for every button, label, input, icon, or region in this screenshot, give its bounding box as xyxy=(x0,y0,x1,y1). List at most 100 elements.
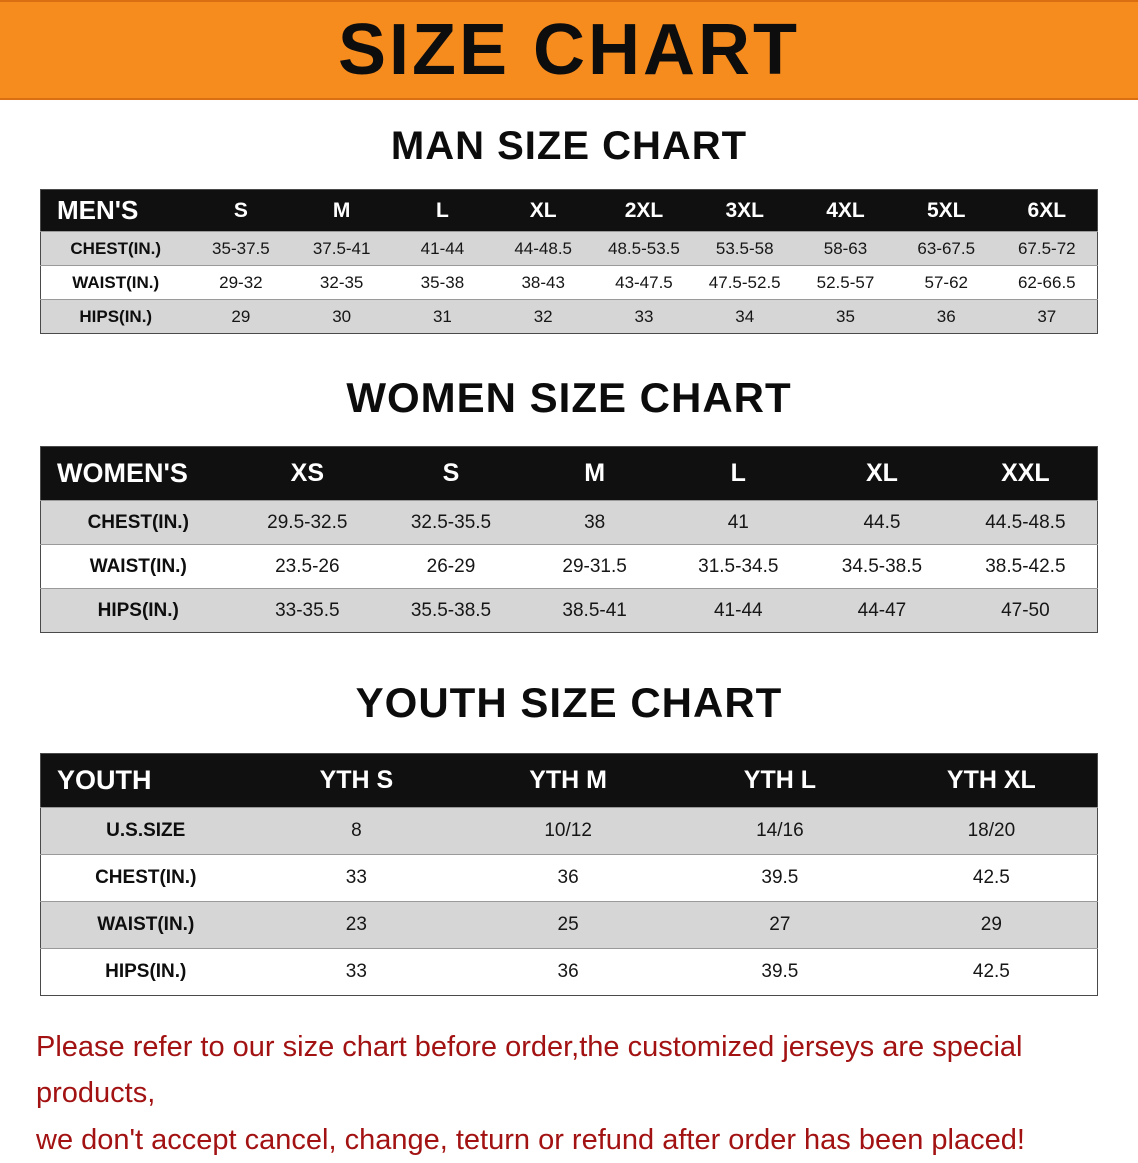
size-value: 39.5 xyxy=(761,961,799,982)
men-section: MAN SIZE CHART MEN'S S M L XL 2XL 3XL 4X… xyxy=(0,124,1138,334)
size-value: 62-66.5 xyxy=(1017,272,1076,292)
size-header: 6XL xyxy=(1027,198,1067,222)
size-value: 38 xyxy=(584,511,606,533)
size-header: YTH XL xyxy=(946,766,1036,794)
women-header-row: WOMEN'S XS S M L XL XXL xyxy=(40,446,1098,501)
men-hips-row: HIPS(IN.) 29 30 31 32 33 34 35 36 37 xyxy=(40,299,1098,334)
size-value: 29.5-32.5 xyxy=(267,511,348,533)
size-value: 38-43 xyxy=(521,272,565,292)
size-value: 41-44 xyxy=(713,599,763,621)
size-value: 35-37.5 xyxy=(212,238,270,258)
size-value: 47-50 xyxy=(1001,599,1050,621)
size-value: 44.5-48.5 xyxy=(985,511,1066,533)
size-value: 52.5-57 xyxy=(816,272,875,292)
size-chart-banner: SIZE CHART xyxy=(0,0,1138,100)
size-value: 57-62 xyxy=(924,272,968,292)
page-title: SIZE CHART xyxy=(338,10,800,90)
women-size-table: WOMEN'S XS S M L XL XXL CHEST(IN.) 29.5-… xyxy=(40,446,1098,633)
size-value: 37.5-41 xyxy=(312,238,371,258)
men-header-row: MEN'S S M L XL 2XL 3XL 4XL 5XL 6XL xyxy=(40,189,1098,232)
youth-section-heading: YOUTH SIZE CHART xyxy=(355,679,783,726)
women-corner-label: WOMEN'S xyxy=(57,458,188,488)
size-value: 10/12 xyxy=(544,820,592,841)
size-value: 41 xyxy=(727,511,749,533)
size-value: 34 xyxy=(735,306,755,326)
row-label: HIPS(IN.) xyxy=(97,599,179,621)
row-label: CHEST(IN.) xyxy=(70,238,162,258)
size-value: 39.5 xyxy=(761,867,799,888)
size-value: 14/16 xyxy=(756,820,804,841)
size-value: 29 xyxy=(980,914,1002,935)
women-chest-row: CHEST(IN.) 29.5-32.5 32.5-35.5 38 41 44.… xyxy=(40,500,1098,545)
size-header: XXL xyxy=(1001,459,1050,487)
row-label: WAIST(IN.) xyxy=(97,914,195,935)
size-header: 5XL xyxy=(926,198,966,222)
size-value: 35 xyxy=(836,306,855,326)
size-value: 36 xyxy=(936,306,956,326)
women-section-heading: WOMEN SIZE CHART xyxy=(346,374,792,421)
size-value: 67.5-72 xyxy=(1017,238,1076,258)
youth-ussize-row: U.S.SIZE 8 10/12 14/16 18/20 xyxy=(40,807,1098,855)
row-label: CHEST(IN.) xyxy=(87,511,189,533)
size-value: 47.5-52.5 xyxy=(708,272,781,292)
size-value: 58-63 xyxy=(823,238,868,258)
size-value: 43-47.5 xyxy=(615,272,673,292)
size-header: YTH M xyxy=(529,766,608,794)
youth-corner-label: YOUTH xyxy=(57,765,152,795)
disclaimer-line-1: Please refer to our size chart before or… xyxy=(36,1031,1023,1110)
youth-size-table: YOUTH YTH S YTH M YTH L YTH XL U.S.SIZE … xyxy=(40,753,1098,996)
size-value: 44-48.5 xyxy=(514,238,573,258)
size-value: 27 xyxy=(769,914,791,935)
size-value: 37 xyxy=(1037,306,1057,326)
size-value: 8 xyxy=(351,820,362,841)
row-label: HIPS(IN.) xyxy=(79,306,153,326)
size-value: 18/20 xyxy=(967,820,1016,841)
size-value: 32 xyxy=(533,306,553,326)
men-chest-row: CHEST(IN.) 35-37.5 37.5-41 41-44 44-48.5… xyxy=(40,231,1098,266)
size-value: 31.5-34.5 xyxy=(698,555,779,577)
youth-header-row: YOUTH YTH S YTH M YTH L YTH XL xyxy=(40,753,1098,808)
size-value: 42.5 xyxy=(972,961,1010,982)
size-value: 42.5 xyxy=(972,867,1010,888)
size-value: 23.5-26 xyxy=(275,555,340,577)
size-value: 48.5-53.5 xyxy=(608,238,680,258)
size-value: 32.5-35.5 xyxy=(410,511,492,533)
row-label: CHEST(IN.) xyxy=(95,867,197,888)
size-value: 29-32 xyxy=(219,272,263,292)
size-header: S xyxy=(442,459,460,487)
youth-waist-row: WAIST(IN.) 23 25 27 29 xyxy=(40,901,1098,949)
size-value: 38.5-41 xyxy=(562,599,627,621)
size-value: 53.5-58 xyxy=(715,238,774,258)
women-section: WOMEN SIZE CHART WOMEN'S XS S M L XL XXL… xyxy=(0,374,1138,633)
row-label: WAIST(IN.) xyxy=(89,555,187,577)
size-header: M xyxy=(584,459,606,487)
size-header: L xyxy=(730,459,746,487)
women-waist-row: WAIST(IN.) 23.5-26 26-29 29-31.5 31.5-34… xyxy=(40,544,1098,589)
size-header: XL xyxy=(865,459,898,487)
size-value: 44.5 xyxy=(863,511,901,533)
women-hips-row: HIPS(IN.) 33-35.5 35.5-38.5 38.5-41 41-4… xyxy=(40,588,1098,633)
size-value: 33 xyxy=(634,306,654,326)
size-value: 25 xyxy=(557,914,579,935)
size-header: YTH L xyxy=(743,766,816,794)
men-size-table: MEN'S S M L XL 2XL 3XL 4XL 5XL 6XL CHEST… xyxy=(40,189,1098,334)
size-value: 30 xyxy=(332,306,352,326)
size-value: 33 xyxy=(345,867,367,888)
youth-chest-row: CHEST(IN.) 33 36 39.5 42.5 xyxy=(40,854,1098,902)
disclaimer: Please refer to our size chart before or… xyxy=(36,1024,1102,1163)
size-value: 44-47 xyxy=(857,599,907,621)
row-label: HIPS(IN.) xyxy=(105,961,187,982)
size-value: 41-44 xyxy=(420,238,465,258)
youth-section: YOUTH SIZE CHART YOUTH YTH S YTH M YTH L… xyxy=(0,679,1138,996)
size-value: 31 xyxy=(432,306,452,326)
size-header: 2XL xyxy=(624,198,664,222)
youth-hips-row: HIPS(IN.) 33 36 39.5 42.5 xyxy=(40,948,1098,996)
size-value: 63-67.5 xyxy=(917,238,976,258)
size-value: 29-31.5 xyxy=(562,555,627,577)
disclaimer-line-2: we don't accept cancel, change, teturn o… xyxy=(36,1123,1025,1156)
size-header: XS xyxy=(290,459,324,487)
size-value: 35.5-38.5 xyxy=(410,599,492,621)
size-value: 33 xyxy=(345,961,367,982)
men-section-heading: MAN SIZE CHART xyxy=(390,124,748,168)
men-waist-row: WAIST(IN.) 29-32 32-35 35-38 38-43 43-47… xyxy=(40,265,1098,300)
